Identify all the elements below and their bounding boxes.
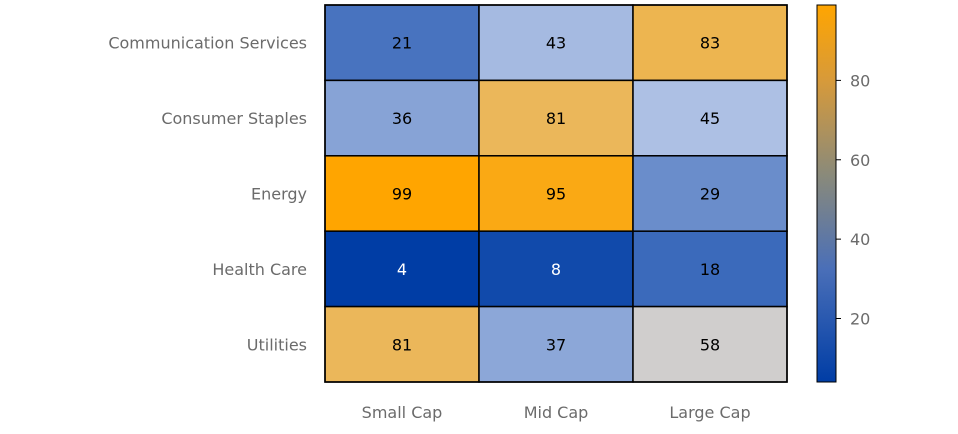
row-label: Consumer Staples	[161, 109, 307, 128]
column-label: Mid Cap	[524, 403, 589, 422]
heatmap-cells: 21 43 83 36 81 45 99 95 29 4 8 18 81 37 58	[324, 4, 788, 383]
row-label: Health Care	[212, 260, 307, 279]
plot-frame	[324, 4, 788, 383]
heatmap-cell	[478, 4, 634, 82]
heatmap-cell	[478, 305, 634, 383]
cell-value-label: 37	[546, 335, 566, 354]
cell-value-label: 29	[700, 185, 720, 204]
colorbar-gradient	[816, 4, 837, 383]
row-label: Communication Services	[108, 34, 307, 53]
cell-value-label: 43	[546, 34, 566, 53]
colorbar-tick-label: 80	[850, 71, 870, 90]
column-label: Small Cap	[362, 403, 443, 422]
heatmap-cell	[324, 230, 480, 308]
cell-value-label: 95	[546, 185, 566, 204]
row-label: Energy	[251, 185, 307, 204]
cell-value-label: 58	[700, 335, 720, 354]
heatmap-cell	[632, 230, 788, 308]
column-labels: Small Cap Mid Cap Large Cap	[362, 403, 751, 422]
heatmap-cell	[324, 79, 480, 157]
colorbar-tick-label: 20	[850, 310, 870, 329]
row-labels: Communication Services Consumer Staples En…	[108, 34, 307, 355]
cell-value-label: 21	[392, 34, 412, 53]
colorbar-tick-label: 60	[850, 151, 870, 170]
cell-value-label: 83	[700, 34, 720, 53]
cell-value-label: 36	[392, 109, 412, 128]
colorbar: 20 40 60 80	[816, 4, 870, 383]
cell-value-label: 81	[546, 109, 566, 128]
cell-value-label: 8	[551, 260, 561, 279]
row-label: Utilities	[247, 335, 307, 354]
cell-value-label: 18	[700, 260, 720, 279]
cell-value-label: 45	[700, 109, 720, 128]
heatmap-cell	[632, 79, 788, 157]
cell-value-label: 99	[392, 185, 412, 204]
heatmap-cell	[324, 4, 480, 82]
heatmap-cell	[478, 155, 634, 232]
cell-value-label: 4	[397, 260, 407, 279]
cell-value-label: 81	[392, 335, 412, 354]
colorbar-tick-label: 40	[850, 230, 870, 249]
column-label: Large Cap	[669, 403, 750, 422]
colorbar-ticks: 20 40 60 80	[836, 71, 870, 329]
